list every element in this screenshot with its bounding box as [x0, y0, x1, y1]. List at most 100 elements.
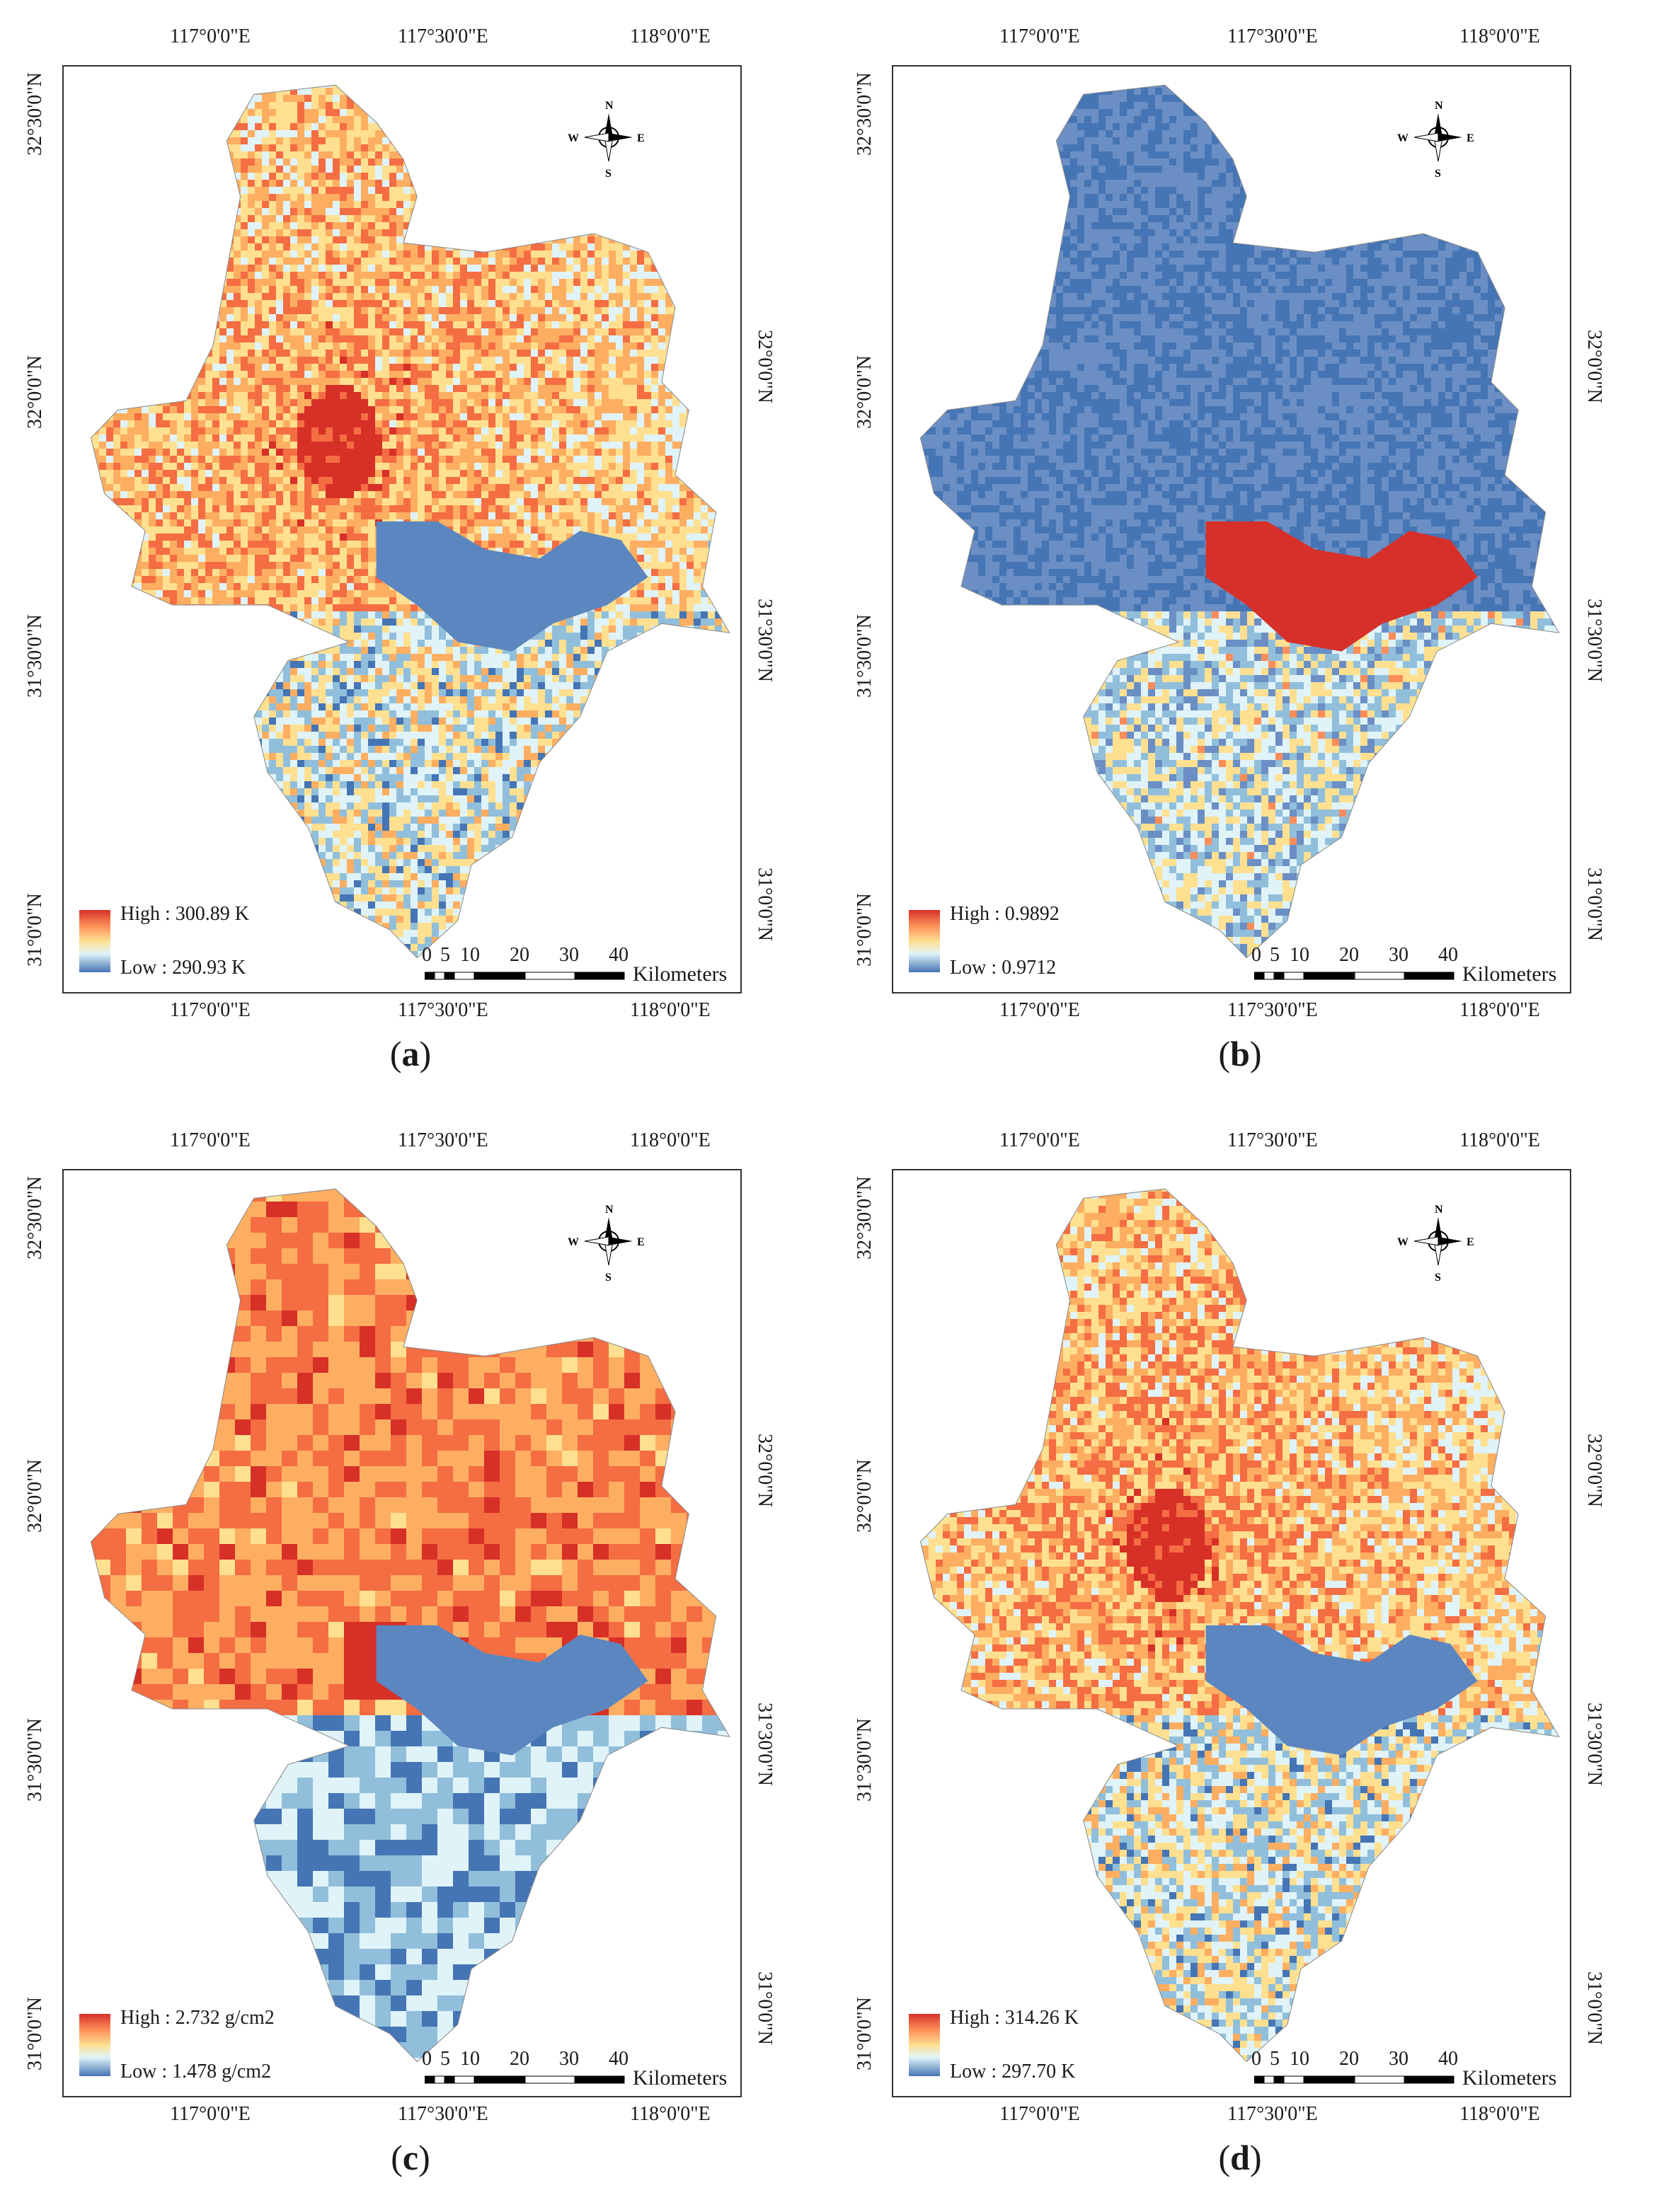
scale-tick-label: 5: [440, 944, 450, 967]
region-boundary: [90, 84, 730, 959]
top-longitude-label: 118°0'0"E: [1459, 25, 1540, 48]
left-latitude-label: 32°0'0"N: [854, 1434, 876, 1533]
left-latitude-label: 32°0'0"N: [24, 330, 47, 429]
left-latitude-label: 32°30'0"N: [854, 1160, 876, 1260]
scale-tick-label: 0: [1251, 944, 1261, 967]
left-latitude-label: 32°0'0"N: [854, 330, 876, 429]
right-latitude-label: 31°0'0"N: [753, 1971, 776, 2070]
compass-letter: N: [1435, 100, 1443, 112]
scale-tick-label: 40: [1438, 2048, 1458, 2070]
north-arrow-icon: N S W E: [1397, 1204, 1474, 1284]
scale-tick-label: 20: [1339, 2048, 1359, 2070]
compass-letter: E: [637, 132, 645, 144]
map-panel-c: 117°0'0"E 117°30'0"E 118°0'0"E 117°0'0"E 117…: [0, 1104, 835, 2208]
compass-letter: W: [1397, 1236, 1408, 1248]
map-panel-d: 117°0'0"E 117°30'0"E 118°0'0"E 117°0'0"E 117…: [830, 1104, 1664, 2208]
legend-high-label: High : 300.89 K: [120, 903, 249, 926]
region-map: N S W E: [919, 1188, 1560, 2063]
north-arrow-icon: N S W E: [1397, 100, 1474, 180]
left-latitude-label: 31°0'0"N: [24, 868, 47, 967]
compass-letter: S: [1435, 1272, 1441, 1284]
scale-tick-label: 30: [1389, 2048, 1408, 2070]
top-longitude-label: 117°0'0"E: [170, 1129, 251, 1152]
panel-caption: (b): [1169, 1033, 1311, 1074]
legend-colorbar: [79, 910, 110, 972]
left-latitude-label: 31°30'0"N: [24, 599, 47, 698]
left-latitude-label: 32°30'0"N: [854, 57, 876, 156]
panel-caption: (a): [340, 1033, 481, 1074]
scale-tick-label: 40: [609, 2048, 629, 2070]
scale-tick-label: 5: [1270, 2048, 1280, 2070]
map-frame: N S W E: [62, 65, 742, 993]
scale-bar: [425, 972, 625, 980]
top-longitude-label: 118°0'0"E: [630, 25, 711, 48]
region-map: N S W E: [919, 84, 1560, 959]
right-latitude-label: 31°30'0"N: [1583, 599, 1605, 698]
bottom-longitude-label: 118°0'0"E: [1459, 2103, 1540, 2126]
scale-tick-label: 5: [440, 2048, 450, 2070]
compass-letter: W: [568, 1236, 579, 1248]
scale-tick-label: 30: [559, 2048, 579, 2070]
right-latitude-label: 31°30'0"N: [753, 1703, 776, 1802]
top-longitude-label: 118°0'0"E: [630, 1129, 711, 1152]
left-latitude-label: 31°30'0"N: [854, 599, 876, 698]
right-latitude-label: 32°0'0"N: [1583, 330, 1605, 429]
compass-letter: W: [568, 132, 579, 144]
legend-colorbar: [909, 2014, 940, 2076]
bottom-longitude-label: 117°0'0"E: [999, 999, 1080, 1022]
left-latitude-label: 31°0'0"N: [854, 868, 876, 967]
bottom-longitude-label: 118°0'0"E: [1459, 999, 1540, 1022]
compass-letter: E: [637, 1236, 645, 1248]
left-latitude-label: 32°30'0"N: [24, 57, 47, 156]
right-latitude-label: 31°30'0"N: [1583, 1703, 1605, 1802]
compass-letter: N: [605, 100, 614, 112]
compass-letter: N: [1435, 1204, 1443, 1216]
legend-low-label: Low : 297.70 K: [950, 2061, 1075, 2083]
scale-tick-label: 20: [510, 944, 529, 967]
right-latitude-label: 31°0'0"N: [1583, 868, 1605, 967]
legend-colorbar: [79, 2014, 110, 2076]
right-latitude-label: 31°0'0"N: [1583, 1971, 1605, 2070]
top-longitude-label: 117°0'0"E: [999, 1129, 1080, 1152]
scale-tick-label: 20: [510, 2048, 529, 2070]
left-latitude-label: 32°30'0"N: [24, 1160, 47, 1260]
left-latitude-label: 32°0'0"N: [24, 1434, 47, 1533]
bottom-longitude-label: 117°0'0"E: [170, 2103, 251, 2126]
legend-high-label: High : 2.732 g/cm2: [120, 2007, 275, 2029]
legend-colorbar: [909, 910, 940, 972]
scale-unit-label: Kilometers: [1462, 2066, 1556, 2090]
region-boundary: [90, 1188, 730, 2063]
top-longitude-label: 117°30'0"E: [398, 1129, 488, 1152]
panel-caption: (c): [340, 2137, 481, 2178]
scale-tick-label: 30: [559, 944, 579, 967]
compass-letter: W: [1397, 132, 1408, 144]
scale-tick-label: 10: [1290, 944, 1309, 967]
scale-bar: [1254, 2075, 1454, 2084]
compass-letter: S: [605, 168, 612, 180]
region-boundary: [919, 84, 1560, 959]
top-longitude-label: 117°30'0"E: [398, 25, 488, 48]
compass-letter: N: [605, 1204, 614, 1216]
bottom-longitude-label: 118°0'0"E: [630, 999, 711, 1022]
scale-tick-label: 10: [1290, 2048, 1309, 2070]
bottom-longitude-label: 117°0'0"E: [999, 2103, 1080, 2126]
compass-letter: E: [1467, 1236, 1474, 1248]
top-longitude-label: 117°30'0"E: [1227, 25, 1318, 48]
compass-letter: S: [605, 1272, 612, 1284]
scale-unit-label: Kilometers: [633, 2066, 727, 2090]
left-latitude-label: 31°0'0"N: [24, 1971, 47, 2070]
region-boundary: [919, 1188, 1560, 2063]
scale-tick-label: 40: [609, 944, 629, 967]
bottom-longitude-label: 117°30'0"E: [398, 999, 488, 1022]
lake-water-body: [1205, 521, 1478, 652]
right-latitude-label: 32°0'0"N: [753, 330, 776, 429]
scale-tick-label: 5: [1270, 944, 1280, 967]
map-frame: N S W E: [62, 1169, 742, 2097]
north-arrow-icon: N S W E: [568, 1204, 645, 1284]
scale-tick-label: 10: [460, 944, 480, 967]
top-longitude-label: 117°0'0"E: [999, 25, 1080, 48]
lake-water-body: [376, 521, 648, 652]
bottom-longitude-label: 117°0'0"E: [170, 999, 251, 1022]
compass-letter: E: [1467, 132, 1474, 144]
right-latitude-label: 31°30'0"N: [753, 599, 776, 698]
